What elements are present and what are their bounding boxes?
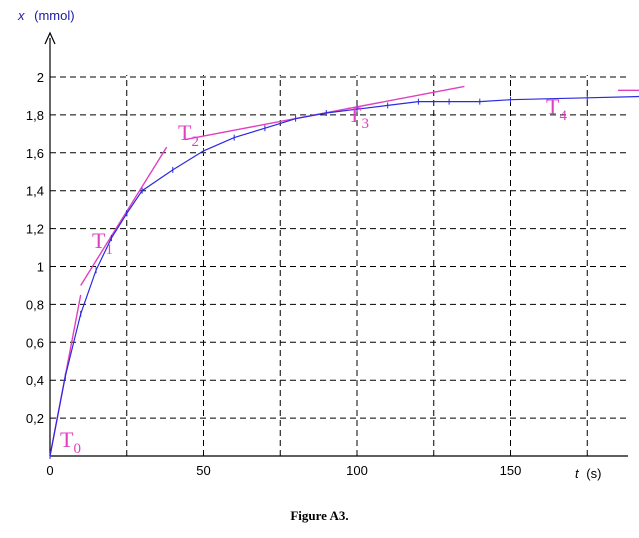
tangent-label-2: T2 xyxy=(178,120,199,150)
y-tick-label: 0,2 xyxy=(26,411,44,426)
y-tick-label: 0,6 xyxy=(26,335,44,350)
y-axis-label: x (mmol) xyxy=(17,8,75,23)
tangents xyxy=(50,86,639,456)
series xyxy=(50,87,639,459)
y-tick-label: 0,4 xyxy=(26,373,44,388)
tick-labels: 0501001502002503000,20,40,60,811,21,41,6… xyxy=(26,70,639,478)
y-tick-label: 1,6 xyxy=(26,146,44,161)
x-tick-label: 100 xyxy=(346,463,368,478)
figure-caption: Figure A3. xyxy=(0,508,639,524)
tangent-line xyxy=(81,147,167,285)
axes xyxy=(45,33,628,456)
x-axis-unit: (s) xyxy=(586,466,601,481)
x-axis-label: t (s) xyxy=(575,466,601,481)
y-tick-label: 2 xyxy=(37,70,44,85)
grid xyxy=(50,75,639,456)
y-tick-label: 1,2 xyxy=(26,222,44,237)
x-tick-label: 0 xyxy=(46,463,53,478)
y-tick-label: 1,4 xyxy=(26,184,44,199)
x-tick-label: 150 xyxy=(500,463,522,478)
series-line xyxy=(50,90,639,456)
y-tick-label: 0,8 xyxy=(26,297,44,312)
x-axis-symbol: t xyxy=(575,466,580,481)
x-tick-label: 50 xyxy=(196,463,210,478)
y-axis-unit: (mmol) xyxy=(34,8,74,23)
y-axis-symbol: x xyxy=(17,8,25,23)
y-tick-label: 1,8 xyxy=(26,108,44,123)
tangent-label-0: T0 xyxy=(60,427,81,457)
y-tick-label: 1 xyxy=(37,260,44,275)
tangent-label-3: T3 xyxy=(348,102,369,132)
tangent-label-1: T1 xyxy=(92,228,113,258)
